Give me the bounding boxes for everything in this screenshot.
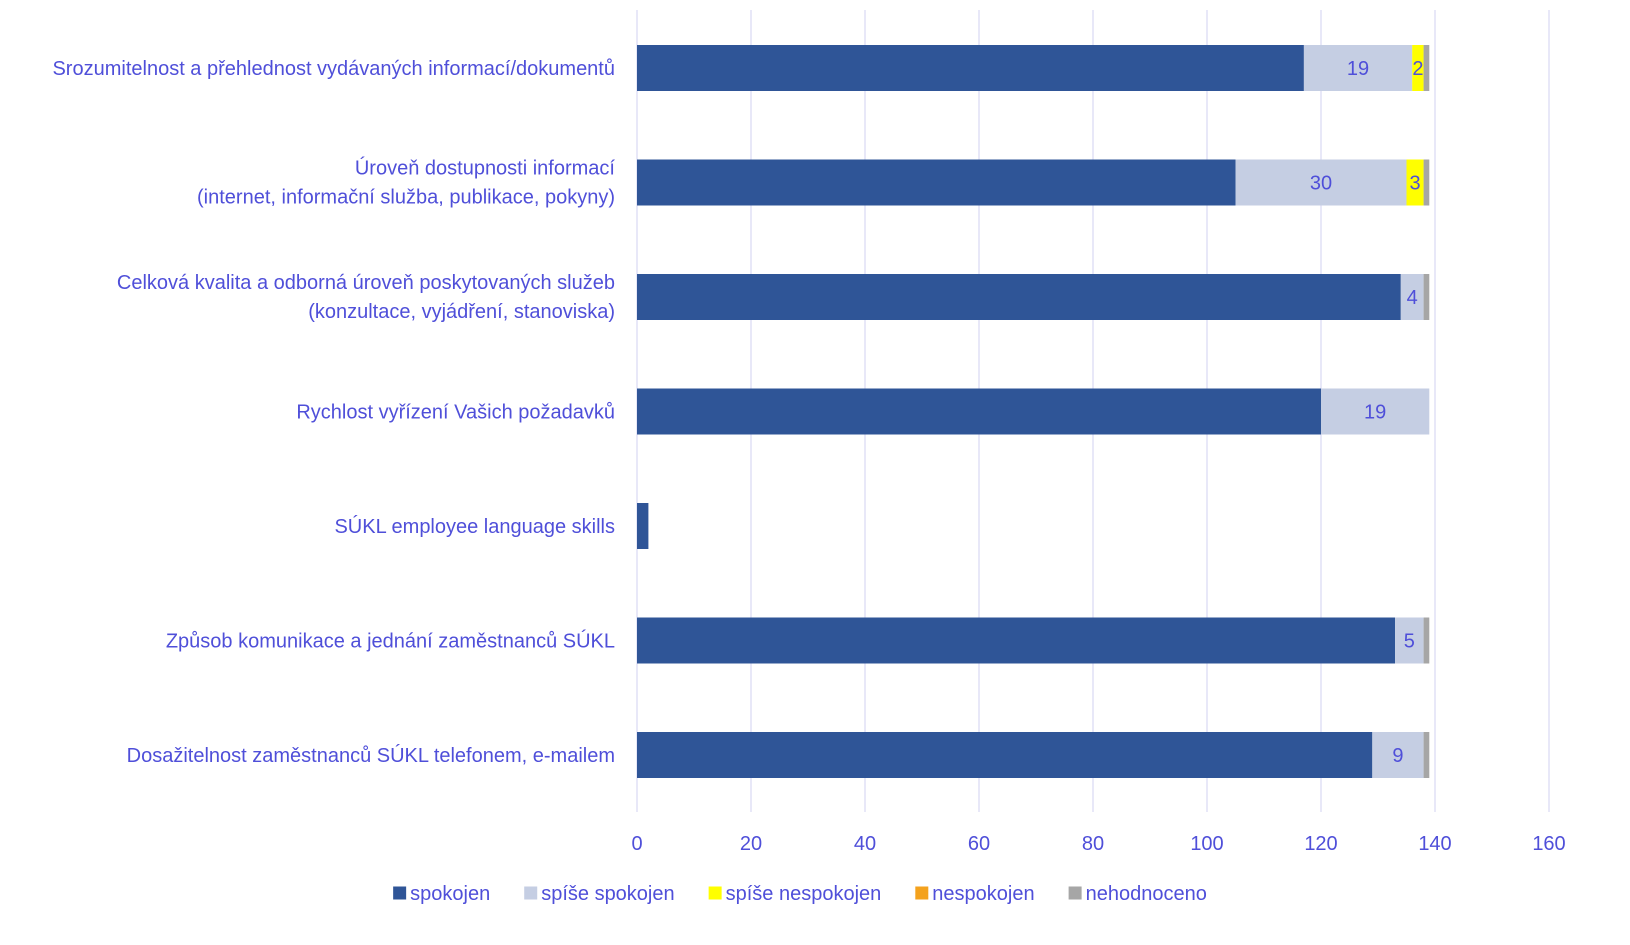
legend-swatch-spokojen	[393, 886, 407, 900]
legend-swatch-spise-spokojen	[524, 886, 538, 900]
data-label: 9	[1392, 745, 1403, 767]
bar-segment-spokojen	[637, 732, 1373, 778]
data-label: 19	[1364, 402, 1386, 424]
x-tick-label: 0	[631, 833, 642, 855]
bar-segment-spokojen	[637, 388, 1321, 435]
bar-segment-nehodnoceno	[1423, 274, 1430, 320]
x-tick-label: 120	[1304, 833, 1337, 855]
bar-segment-spokojen	[637, 274, 1401, 320]
category-label: Celková kvalita a odborná úroveň poskyto…	[117, 272, 615, 294]
data-label-layer: 19 2 30 3 4 19 5 9	[1310, 58, 1424, 767]
category-label: (konzultace, vyjádření, stanoviska)	[308, 301, 615, 323]
bar-segment-spokojen	[637, 617, 1396, 664]
bar-segment-nehodnoceno	[1423, 617, 1430, 664]
legend-label: spíše nespokojen	[726, 883, 882, 905]
bar-segment-spise-spokojen	[1372, 732, 1424, 778]
bar-segment-nehodnoceno	[1423, 45, 1430, 91]
bar-segment-nehodnoceno	[1423, 159, 1430, 206]
data-label: 5	[1404, 631, 1415, 653]
legend-swatch-nespokojen	[915, 886, 929, 900]
bar-segment-spise-spokojen	[1400, 274, 1424, 320]
bar-segment-spise-spokojen	[1395, 617, 1424, 664]
bar-segment-nehodnoceno	[1423, 732, 1430, 778]
legend-label: nespokojen	[932, 883, 1034, 905]
legend: spokojen spíše spokojen spíše nespokojen ne…	[393, 883, 1207, 905]
legend-swatch-nehodnoceno	[1068, 886, 1082, 900]
x-tick-label: 20	[740, 833, 762, 855]
x-tick-label: 140	[1418, 833, 1451, 855]
bar-segment-spise-nespokojen	[1412, 45, 1424, 91]
bar-segment-spokojen	[637, 159, 1236, 206]
bar-segment-spise-spokojen	[1235, 159, 1407, 206]
x-tick-label: 60	[968, 833, 990, 855]
bar-segment-spise-nespokojen	[1406, 159, 1424, 206]
legend-label: spíše spokojen	[541, 883, 674, 905]
legend-swatch-spise-nespokojen	[708, 886, 722, 900]
legend-label: nehodnoceno	[1086, 883, 1207, 905]
category-label: Rychlost vyřízení Vašich požadavků	[296, 402, 615, 424]
bar-layer	[637, 45, 1430, 778]
bar-segment-spise-spokojen	[1321, 388, 1430, 435]
bar-segment-spokojen	[637, 45, 1304, 91]
category-label: SÚKL employee language skills	[334, 515, 615, 538]
category-label: (internet, informační služba, publikace,…	[197, 187, 615, 209]
category-label: Úroveň dostupnosti informací	[355, 157, 616, 180]
data-label: 30	[1310, 173, 1332, 195]
x-tick-label: 160	[1532, 833, 1565, 855]
x-tick-label: 40	[854, 833, 876, 855]
category-label-layer: Srozumitelnost a přehlednost vydávaných …	[52, 58, 615, 767]
data-label: 4	[1407, 287, 1418, 309]
data-label: 2	[1412, 58, 1423, 80]
category-label: Dosažitelnost zaměstnanců SÚKL telefonem…	[127, 744, 615, 767]
x-tick-label: 80	[1082, 833, 1104, 855]
category-label: Srozumitelnost a přehlednost vydávaných …	[52, 58, 615, 80]
x-tick-label: 100	[1190, 833, 1223, 855]
bar-segment-spokojen	[637, 503, 649, 549]
bar-segment-spise-spokojen	[1303, 45, 1413, 91]
data-label: 3	[1409, 173, 1420, 195]
category-label: Způsob komunikace a jednání zaměstnanců …	[166, 630, 615, 653]
legend-label: spokojen	[410, 883, 490, 905]
data-label: 19	[1347, 58, 1369, 80]
x-tick-label-layer: 0 20 40 60 80 100 120 140 160	[631, 833, 1565, 855]
